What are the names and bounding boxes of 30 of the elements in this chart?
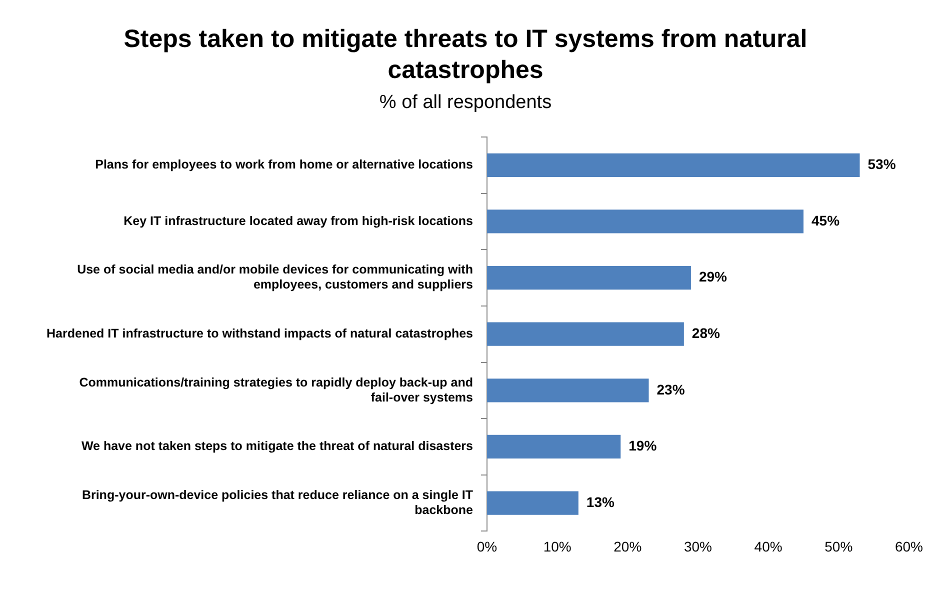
x-tick-label: 0% [476,538,498,554]
x-tick-label: 40% [754,538,782,554]
x-tick-label: 10% [543,538,572,554]
data-label: 13% [586,494,616,510]
x-tick-label: 20% [614,538,642,554]
bar [487,491,578,515]
y-tick-label: Bring-your-own-device policies that reduce reliance on a single IT backbone [82,488,474,517]
bar [487,434,621,459]
x-tick-label: 30% [684,538,712,554]
y-tick-label: Communications/training strategies to rapidly deploy back-up and fail-over systems [79,375,474,404]
x-tick-label: 60% [894,538,924,554]
y-tick-label: Hardened IT infrastructure to withstand impacts of natural catastrophes [46,326,474,341]
y-tick-label: Key IT infrastructure located away from high-risk locations [124,214,474,228]
data-label: 53% [868,156,896,172]
bar [487,266,691,290]
y-tick-label: We have not taken steps to mitigate the threat of natural disasters [81,439,474,454]
data-label: 45% [811,212,840,228]
bar [487,210,804,234]
x-tick-label: 50% [824,538,853,554]
data-label: 28% [692,324,720,341]
bar [487,322,684,346]
chart-title: Steps taken to mitigate threats to IT systems from natural catastrophes [122,24,808,86]
data-label: 23% [656,381,686,398]
data-label: 19% [628,438,658,454]
y-tick-label: Plans for employees to work from home or alternative locations [95,158,474,172]
bar [487,378,649,402]
y-tick-label: Use of social media and/or mobile devices for communicating with employees, customers and suppliers [77,262,474,292]
bar [487,153,860,177]
data-label: 29% [698,268,728,285]
chart-subtitle: % of all respondents [378,92,553,114]
